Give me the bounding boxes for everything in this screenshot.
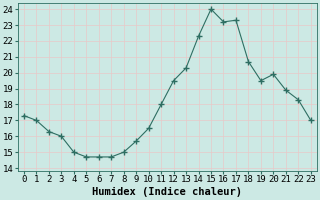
X-axis label: Humidex (Indice chaleur): Humidex (Indice chaleur) [92, 187, 242, 197]
